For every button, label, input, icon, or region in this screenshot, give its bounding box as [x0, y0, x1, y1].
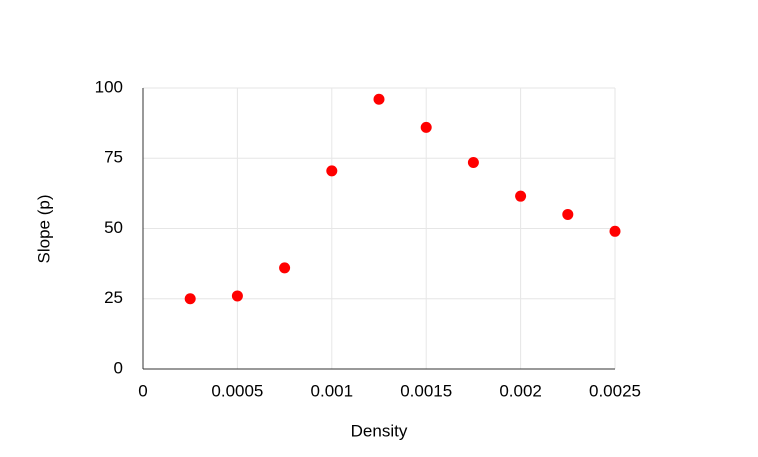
point — [231, 290, 243, 302]
x-tick-label: 0.0005 — [211, 381, 263, 400]
point — [373, 93, 385, 105]
point — [515, 190, 527, 202]
point — [184, 293, 196, 305]
point — [420, 121, 432, 133]
y-axis-title: Slope (p) — [34, 195, 53, 264]
x-tick-label: 0.0015 — [400, 381, 452, 400]
x-tick-label: 0.002 — [499, 381, 542, 400]
y-tick-label: 75 — [104, 148, 123, 167]
point — [609, 225, 621, 237]
y-tick-label: 25 — [104, 288, 123, 307]
x-tick-label: 0 — [138, 381, 147, 400]
x-axis-title: Density — [351, 421, 408, 440]
point — [562, 208, 574, 220]
point — [326, 165, 338, 177]
y-tick-label: 100 — [95, 77, 123, 96]
x-tick-label: 0.0025 — [589, 381, 641, 400]
point — [467, 156, 479, 168]
x-tick-label: 0.001 — [311, 381, 354, 400]
point — [279, 262, 291, 274]
y-tick-label: 50 — [104, 218, 123, 237]
y-tick-label: 0 — [114, 358, 123, 377]
